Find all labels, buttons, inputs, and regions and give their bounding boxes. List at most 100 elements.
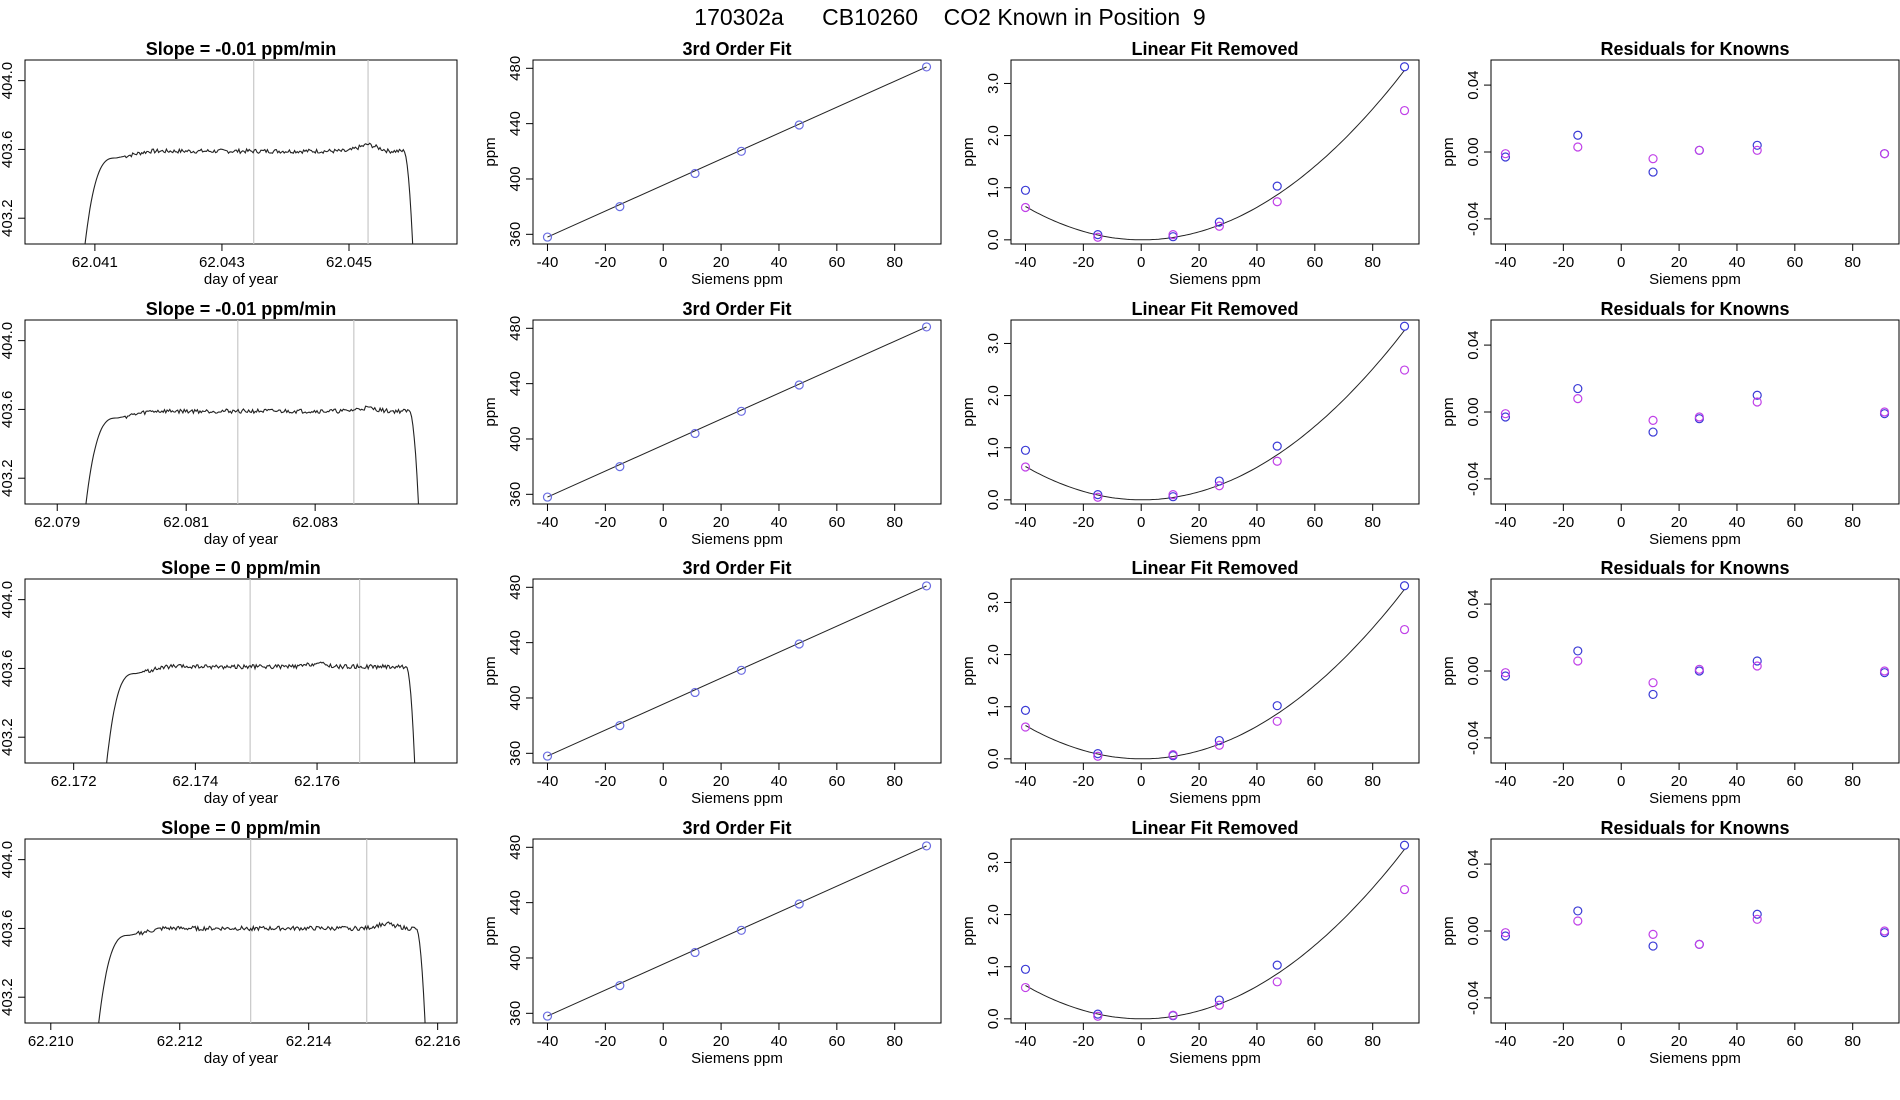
x-tick-label: -20	[1072, 773, 1094, 790]
x-tick-label: 40	[1729, 514, 1746, 531]
data-point-linear	[690, 429, 700, 438]
y-tick-label: 0.00	[1465, 137, 1482, 166]
data-point-linear	[1573, 916, 1583, 926]
data-point-linear	[1879, 666, 1890, 676]
x-tick-label: 60	[1786, 254, 1803, 271]
x-tick-label: 0	[1137, 773, 1145, 790]
x-tick-label: 80	[886, 1033, 903, 1050]
data-point-linear	[543, 492, 552, 502]
panel-title: Slope = 0 ppm/min	[161, 558, 321, 578]
data-point-linear	[1879, 149, 1890, 159]
data-point-fit	[1752, 140, 1762, 150]
x-tick-label: 40	[1249, 773, 1266, 790]
x-tick-label: -40	[1495, 773, 1517, 790]
x-tick-label: 80	[1364, 254, 1381, 271]
y-tick-label: 3.0	[985, 333, 1002, 354]
x-tick-label: -40	[1495, 1033, 1517, 1050]
y-tick-label: 404.0	[0, 62, 16, 100]
y-axis-label: ppm	[960, 916, 977, 945]
data-point-linear	[1272, 716, 1282, 726]
data-point-fit	[1214, 735, 1224, 746]
panel-r1-c1: Slope = -0.01 ppm/min 62.041 62.043 62.045 4…	[0, 39, 458, 288]
plot-frame	[532, 578, 942, 764]
x-axis-label: Siemens ppm	[1649, 790, 1741, 807]
x-axis-label: day of year	[204, 790, 278, 807]
y-axis-label: ppm	[482, 397, 499, 426]
data-point-fit	[1573, 130, 1583, 140]
plot-frame	[1490, 319, 1900, 505]
data-point-linear	[1752, 914, 1762, 924]
x-axis-label: Siemens ppm	[1169, 531, 1261, 548]
x-tick-label: 0	[659, 254, 667, 271]
x-tick-label: 60	[1306, 254, 1323, 271]
plot-area	[1500, 906, 1890, 951]
y-tick-label: 403.2	[0, 459, 16, 497]
data-point-linear	[543, 232, 552, 242]
y-tick-label: 360	[507, 222, 524, 247]
x-tick-label: 20	[1191, 514, 1208, 531]
x-tick-label: 80	[1364, 514, 1381, 531]
panel-r1-c2: 3rd Order Fit -40 -20 0 20 40 60 80 360 400 440 480…	[482, 39, 942, 288]
plot-frame	[1010, 59, 1420, 245]
x-axis-label: Siemens ppm	[1169, 1050, 1261, 1067]
x-tick-label: 0	[659, 1033, 667, 1050]
x-tick-label: 80	[1364, 1033, 1381, 1050]
data-point-linear	[1879, 407, 1890, 417]
data-point-linear	[1648, 154, 1658, 164]
x-tick-label: 62.045	[326, 254, 372, 271]
y-tick-label: 360	[507, 1001, 524, 1026]
plot-frame	[1490, 838, 1900, 1024]
panel-title: 3rd Order Fit	[682, 558, 791, 578]
panel-title: Linear Fit Removed	[1131, 558, 1298, 578]
y-tick-label: 403.6	[0, 650, 16, 688]
data-point-fit	[1648, 941, 1658, 951]
data-point-linear	[922, 581, 931, 591]
x-tick-label: -20	[594, 254, 616, 271]
y-tick-label: 2.0	[985, 644, 1002, 665]
y-tick-label: 404.0	[0, 581, 16, 619]
plot-area	[1020, 321, 1410, 502]
panel-r2-c2: 3rd Order Fit -40 -20 0 20 40 60 80 360 400 440 480…	[482, 299, 942, 548]
x-tick-label: 0	[1137, 514, 1145, 531]
page-title: 170302a CB10260 CO2 Known in Position 9	[694, 4, 1206, 30]
y-axis-label: ppm	[960, 397, 977, 426]
y-tick-label: 0.0	[985, 748, 1002, 769]
x-tick-label: 60	[828, 1033, 845, 1050]
x-tick-label: 80	[1844, 1033, 1861, 1050]
y-tick-label: 0.0	[985, 229, 1002, 250]
x-axis-label: Siemens ppm	[691, 790, 783, 807]
y-tick-label: 2.0	[985, 125, 1002, 146]
x-tick-label: 62.172	[51, 773, 97, 790]
y-tick-label: 404.0	[0, 322, 16, 360]
panel-title: Slope = -0.01 ppm/min	[146, 39, 337, 59]
y-tick-label: 0.00	[1465, 397, 1482, 426]
x-tick-label: -40	[1015, 254, 1037, 271]
data-point-fit	[1573, 646, 1583, 656]
data-point-linear	[1214, 221, 1224, 231]
data-point-linear	[690, 688, 700, 697]
y-tick-label: 404.0	[0, 841, 16, 879]
x-tick-label: 62.174	[172, 773, 218, 790]
y-tick-label: 440	[507, 630, 524, 655]
plot-area	[1020, 840, 1410, 1021]
x-tick-label: -20	[1072, 514, 1094, 531]
data-point-linear	[794, 380, 804, 390]
data-point-linear	[1399, 624, 1410, 635]
x-tick-label: -20	[1552, 254, 1574, 271]
data-point-linear	[1168, 230, 1178, 240]
data-point-fit	[1020, 964, 1031, 974]
data-point-linear	[1020, 722, 1031, 732]
data-point-linear	[1500, 668, 1511, 678]
y-tick-label: 0.04	[1465, 330, 1482, 359]
x-tick-label: 80	[1844, 254, 1861, 271]
timeline-trace	[106, 661, 416, 763]
panel-r1-c3: Linear Fit Removed -40 -20 0 20 40 60 80 0.0 1.0 2…	[960, 39, 1420, 288]
y-tick-label: 2.0	[985, 385, 1002, 406]
plot-area	[85, 320, 419, 504]
panel-r4-c3: Linear Fit Removed -40 -20 0 20 40 60 80 0.0 1.0 2…	[960, 818, 1420, 1067]
data-point-fit	[1020, 185, 1031, 195]
plot-frame	[24, 319, 458, 505]
data-point-linear	[615, 981, 625, 990]
y-tick-label: 480	[507, 316, 524, 341]
x-tick-label: 62.081	[163, 514, 209, 531]
